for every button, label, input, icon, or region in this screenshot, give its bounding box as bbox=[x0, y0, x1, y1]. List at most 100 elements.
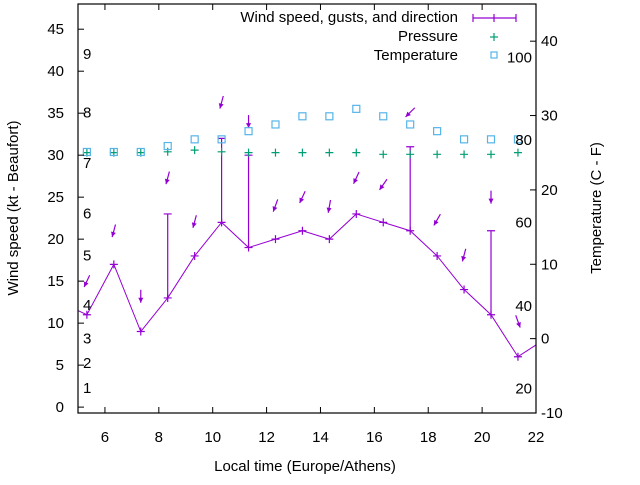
temperature-point bbox=[217, 135, 226, 144]
y2-tick-label: 20 bbox=[541, 182, 558, 199]
x-tick-label: 8 bbox=[155, 429, 163, 446]
temperature-point bbox=[298, 112, 307, 121]
pressure-point bbox=[190, 146, 199, 155]
legend-sample-wind bbox=[472, 14, 517, 22]
wind-direction-arrowhead bbox=[405, 111, 411, 117]
x-tick-label: 18 bbox=[420, 429, 437, 446]
temperature-point bbox=[109, 147, 118, 157]
x-tick-label: 10 bbox=[204, 429, 221, 446]
wind-speed-point bbox=[460, 285, 469, 294]
y-tick-label: 45 bbox=[47, 21, 64, 38]
pressure-point bbox=[379, 150, 388, 159]
y2-tick-label: 30 bbox=[541, 108, 558, 125]
wind-direction-arrowhead bbox=[488, 198, 494, 204]
plot-border bbox=[77, 3, 537, 414]
x-tick-label: 20 bbox=[474, 429, 491, 446]
wind-direction-arrowhead bbox=[433, 219, 439, 226]
x-axis-label: Local time (Europe/Athens) bbox=[214, 458, 396, 475]
fahrenheit-label: 100 bbox=[507, 50, 532, 67]
wind-direction-arrowhead bbox=[83, 281, 89, 288]
temperature-point bbox=[433, 127, 442, 136]
y-tick-label: 0 bbox=[56, 399, 64, 416]
x-tick-label: 22 bbox=[528, 429, 545, 446]
y2-tick-label: -10 bbox=[541, 405, 563, 422]
x-tick-label: 14 bbox=[312, 429, 329, 446]
gust-bar bbox=[406, 146, 415, 231]
wind-speed-point bbox=[433, 251, 442, 260]
temperature-point bbox=[163, 141, 172, 151]
wind-speed-point bbox=[136, 327, 145, 336]
wind-direction-arrowhead bbox=[218, 103, 224, 109]
wind-direction-arrowhead bbox=[353, 178, 358, 184]
beaufort-label: 2 bbox=[83, 355, 91, 372]
temperature-point bbox=[513, 135, 523, 144]
temperature-point bbox=[406, 120, 415, 129]
wind-speed-point bbox=[271, 235, 280, 244]
pressure-point bbox=[298, 148, 307, 157]
y2-tick-label: 10 bbox=[541, 256, 558, 273]
temperature-point bbox=[190, 135, 199, 144]
wind-direction-arrowhead bbox=[379, 184, 385, 190]
x-tick-label: 12 bbox=[258, 429, 275, 446]
wind-direction-arrowhead bbox=[191, 222, 197, 228]
beaufort-label: 1 bbox=[83, 380, 91, 397]
y-tick-label: 40 bbox=[47, 63, 64, 80]
pressure-point bbox=[460, 150, 469, 159]
y-tick-label: 5 bbox=[56, 357, 64, 374]
y-tick-label: 35 bbox=[47, 105, 64, 122]
temperature-point bbox=[379, 112, 388, 121]
wind-direction-arrowhead bbox=[461, 255, 467, 262]
wind-speed-point bbox=[109, 260, 118, 269]
gust-bar bbox=[163, 213, 172, 298]
wind-direction-arrowhead bbox=[111, 231, 116, 238]
y-tick-label: 20 bbox=[47, 231, 64, 248]
fahrenheit-label: 40 bbox=[515, 298, 532, 315]
beaufort-label: 7 bbox=[83, 155, 91, 172]
temperature-point bbox=[486, 135, 496, 144]
pressure-point bbox=[487, 150, 496, 159]
temperature-point bbox=[271, 120, 280, 129]
wind-direction-arrowhead bbox=[246, 123, 252, 129]
y-tick-label: 15 bbox=[47, 273, 64, 290]
fahrenheit-label: 80 bbox=[515, 132, 532, 149]
beaufort-label: 3 bbox=[83, 330, 91, 347]
wind-speed-point bbox=[513, 352, 522, 361]
x-tick-label: 16 bbox=[366, 429, 383, 446]
pressure-point bbox=[217, 147, 226, 156]
gust-bar bbox=[487, 230, 496, 315]
fahrenheit-label: 20 bbox=[515, 380, 532, 397]
wind-speed-point bbox=[352, 209, 361, 218]
y2-tick-label: 0 bbox=[541, 331, 549, 348]
legend-label-pressure: Pressure bbox=[398, 28, 458, 45]
temperature-point bbox=[352, 104, 361, 113]
wind-direction-arrowhead bbox=[299, 197, 305, 204]
beaufort-label: 6 bbox=[83, 205, 91, 222]
legend-label-temperature: Temperature bbox=[374, 47, 458, 64]
wind-direction-arrowhead bbox=[138, 297, 144, 303]
temperature-point bbox=[244, 127, 253, 136]
wind-direction-arrowhead bbox=[326, 207, 332, 213]
beaufort-label: 4 bbox=[83, 297, 91, 314]
pressure-point bbox=[244, 148, 253, 157]
wind-speed-point bbox=[82, 310, 91, 319]
beaufort-label: 5 bbox=[83, 247, 91, 264]
temperature-point bbox=[82, 147, 91, 157]
pressure-point bbox=[433, 150, 442, 159]
legend-sample-temperature bbox=[490, 51, 498, 59]
wind-direction-arrowhead bbox=[516, 322, 521, 328]
wind-speed-point bbox=[190, 251, 199, 260]
wind-speed-point bbox=[379, 218, 388, 227]
pressure-point bbox=[325, 148, 334, 157]
temperature-point bbox=[459, 135, 469, 144]
beaufort-label: 8 bbox=[83, 105, 91, 122]
wind-speed-point bbox=[298, 226, 307, 235]
y-tick-label: 30 bbox=[47, 147, 64, 164]
temperature-point bbox=[325, 112, 334, 121]
pressure-point bbox=[406, 150, 415, 159]
pressure-point bbox=[513, 148, 522, 157]
y-axis-label: Wind speed (kt - Beaufort) bbox=[5, 120, 22, 295]
y2-tick-label: 40 bbox=[541, 33, 558, 50]
wind-speed-point bbox=[325, 235, 334, 244]
beaufort-label: 9 bbox=[83, 46, 91, 63]
